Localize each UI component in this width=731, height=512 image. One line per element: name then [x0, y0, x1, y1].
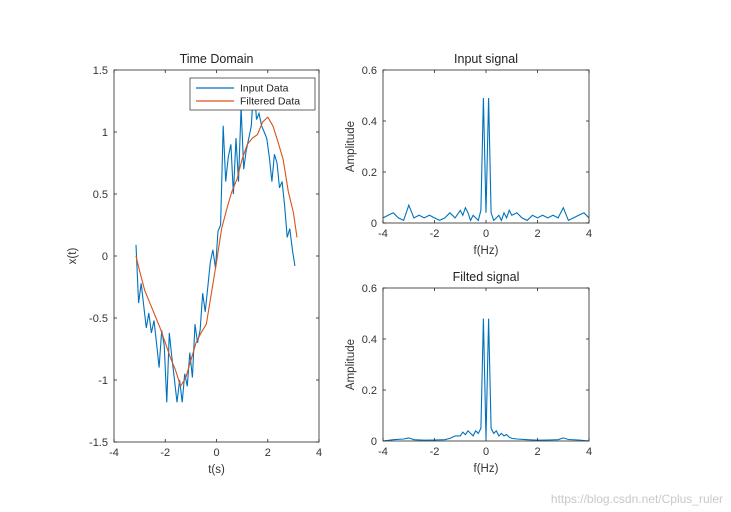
- x-tick-label: -2: [160, 447, 170, 459]
- axes-filt: -4 -2 0 2 4 0 0.2 0.4 0.6 Filted signal f(Hz) Ampli…: [345, 270, 592, 475]
- x-tick-label: -4: [109, 447, 119, 459]
- y-axis-label: Amplitude: [345, 339, 357, 390]
- y-tick-label: 1.5: [93, 65, 108, 77]
- y-tick-label: 0: [371, 436, 377, 448]
- y-tick-label: 0.5: [93, 189, 108, 201]
- axes-input: -4 -2 0 2 4 0 0.2 0.4 0.6 Input signal f(Hz) Amplit…: [345, 52, 592, 257]
- x-tick-label: 0: [213, 447, 219, 459]
- y-tick-label: 0.4: [362, 116, 377, 128]
- y-tick-label: 0.4: [362, 334, 377, 346]
- y-tick-label: 1: [102, 127, 108, 139]
- x-axis-label: t(s): [208, 464, 225, 476]
- legend-entry: Filtered Data: [240, 96, 300, 108]
- chart-title: Filted signal: [453, 270, 520, 284]
- x-tick-label: 2: [534, 228, 540, 240]
- x-tick-label: 0: [483, 228, 489, 240]
- y-tick-label: 0.6: [362, 283, 377, 295]
- y-tick-label: 0.2: [362, 385, 377, 397]
- axes-time: -4 -2 0 2 4 -1.5 -1 -0.5 0 0.5 1 1.5 Time Domain t(s)…: [67, 52, 322, 476]
- x-tick-label: -4: [378, 228, 388, 240]
- legend-box: [189, 77, 316, 111]
- x-tick-label: 2: [534, 446, 540, 458]
- x-axis-label: f(Hz): [474, 245, 499, 257]
- series-line-filtered-data: [135, 116, 298, 388]
- x-tick-label: 4: [586, 446, 592, 458]
- series-line-1: [383, 318, 589, 441]
- x-tick-label: 4: [586, 228, 592, 240]
- y-tick-label: -1.5: [89, 437, 108, 449]
- y-tick-label: 0: [371, 218, 377, 230]
- x-tick-label: 0: [483, 446, 489, 458]
- x-tick-label: -4: [378, 446, 388, 458]
- chart-title: Time Domain: [180, 52, 254, 66]
- y-tick-label: -0.5: [89, 313, 108, 325]
- y-tick-label: 0.2: [362, 167, 377, 179]
- y-tick-label: 0: [102, 251, 108, 263]
- chart-title: Input signal: [454, 52, 518, 66]
- x-axis-label: f(Hz): [474, 463, 499, 475]
- legend-entry: Input Data: [240, 83, 289, 95]
- x-tick-label: 2: [265, 447, 271, 459]
- y-axis-label: x(t): [67, 248, 79, 265]
- y-axis-label: Amplitude: [345, 121, 357, 172]
- y-tick-label: 0.6: [362, 65, 377, 77]
- series-line-input-data: [135, 82, 296, 403]
- watermark: https://blog.csdn.net/Cplus_ruler: [550, 492, 723, 506]
- y-tick-label: -1: [98, 375, 108, 387]
- series-line-1: [383, 97, 589, 222]
- x-tick-label: 4: [316, 447, 322, 459]
- x-tick-label: -2: [430, 228, 440, 240]
- x-tick-label: -2: [430, 446, 440, 458]
